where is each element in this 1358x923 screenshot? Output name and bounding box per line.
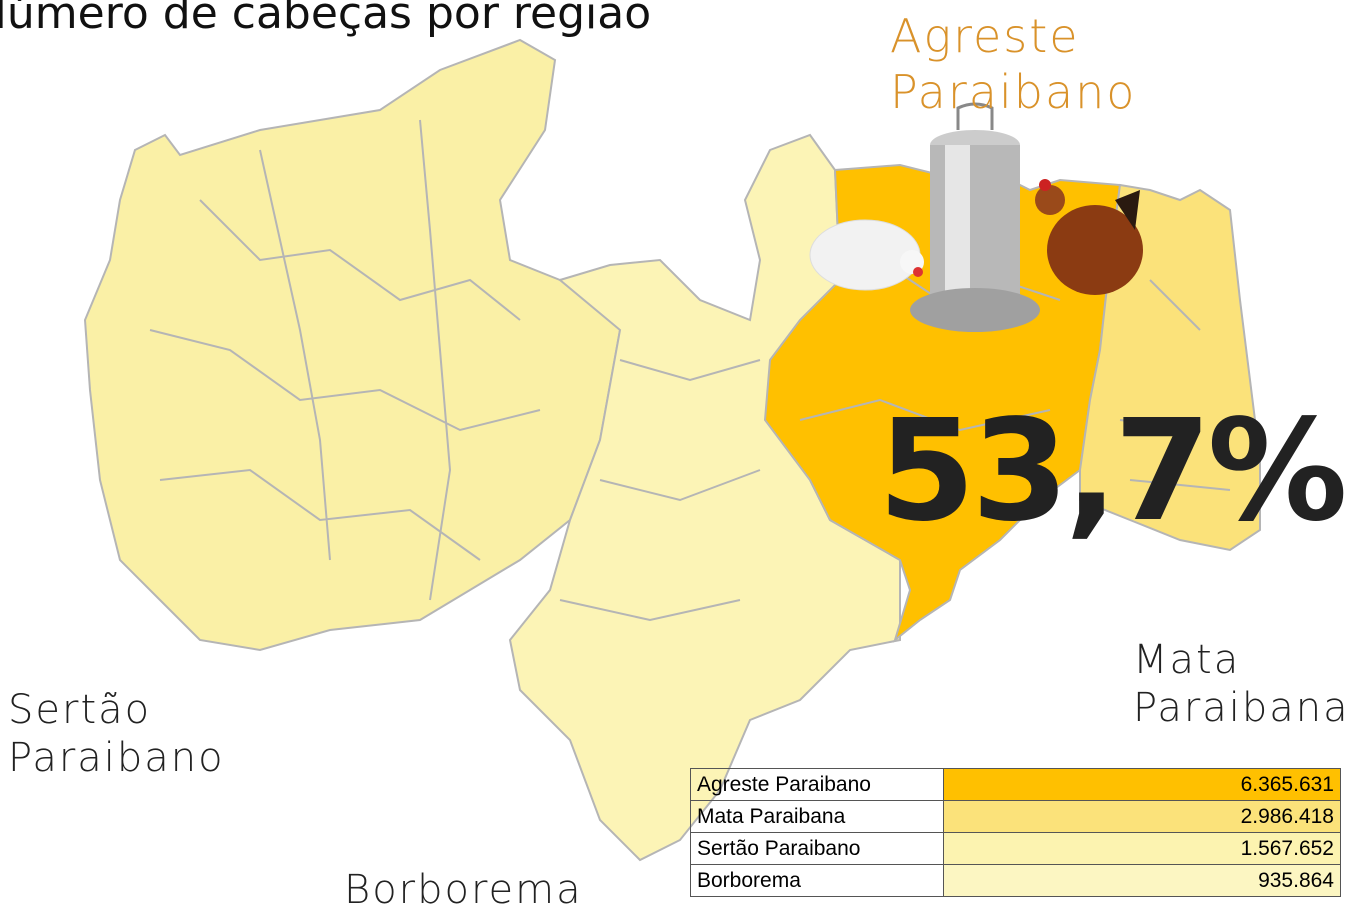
region-cell: Borborema [690, 864, 944, 897]
value-cell: 1.567.652 [943, 832, 1341, 865]
borborema-label: Borborema [344, 867, 583, 913]
sertao-label: Sertão Paraibano [8, 687, 225, 781]
table-row: Agreste Paraibano 6.365.631 [690, 768, 1341, 801]
brown-chicken [1035, 179, 1143, 295]
value-cell: 6.365.631 [943, 768, 1341, 801]
mata-label: Mata Paraibana [1133, 637, 1350, 731]
table-row: Borborema 935.864 [690, 864, 1341, 897]
highlight-percent: 53,7% [878, 390, 1348, 553]
value-cell: 2.986.418 [943, 800, 1341, 833]
agreste-label: Agreste Paraibano [890, 9, 1137, 119]
value-cell: 935.864 [943, 864, 1341, 897]
region-cell: Agreste Paraibano [690, 768, 944, 801]
title: Número de cabeças por região [0, 0, 652, 39]
region-cell: Sertão Paraibano [690, 832, 944, 865]
table-row: Mata Paraibana 2.986.418 [690, 800, 1341, 833]
table-row: Sertão Paraibano 1.567.652 [690, 832, 1341, 865]
region-cell: Mata Paraibana [690, 800, 944, 833]
data-table: Agreste Paraibano 6.365.631 Mata Paraibana… [690, 768, 1341, 897]
feeder [910, 102, 1040, 332]
white-chicken [809, 219, 924, 291]
sertao-region [83, 38, 622, 652]
